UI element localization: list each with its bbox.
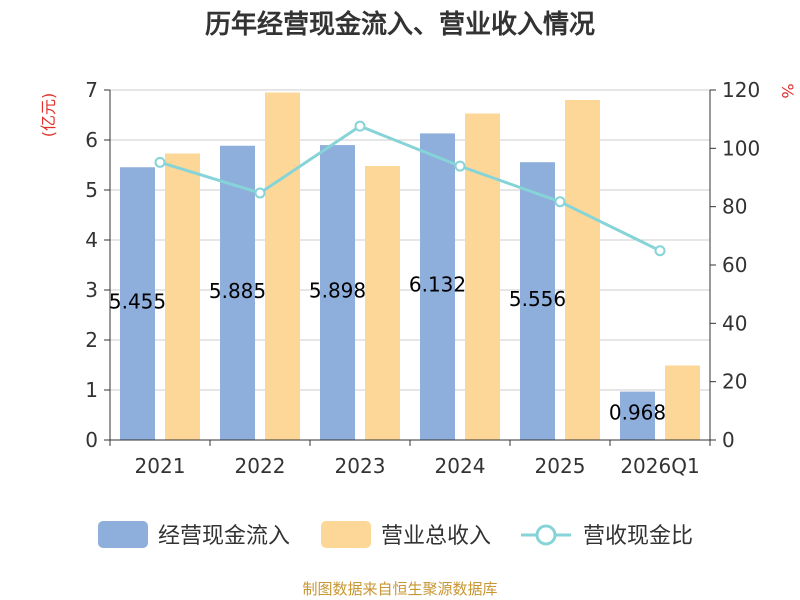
legend-label-cash-inflow: 经营现金流入 bbox=[158, 524, 290, 549]
y-right-axis: 0 20 40 60 80 100 120 bbox=[709, 78, 760, 452]
data-labels: 5.455 5.885 5.898 6.132 5.556 0.968 bbox=[109, 273, 666, 425]
x-category-label: 2026Q1 bbox=[620, 454, 699, 478]
bar-cash-inflow bbox=[320, 145, 355, 440]
y-left-axis: 0 1 2 3 4 5 6 7 bbox=[85, 78, 111, 452]
y-right-tick-label: 0 bbox=[722, 428, 735, 452]
bar-cash-inflow bbox=[520, 162, 555, 440]
legend-marker-ratio bbox=[535, 524, 557, 546]
y-left-tick-label: 2 bbox=[85, 328, 98, 352]
bar-cash-inflow bbox=[420, 133, 455, 440]
y-left-tick-label: 0 bbox=[85, 428, 98, 452]
x-category-label: 2021 bbox=[135, 454, 186, 478]
x-category-label: 2023 bbox=[335, 454, 386, 478]
x-category-label: 2025 bbox=[535, 454, 586, 478]
legend-swatch-cash-inflow bbox=[98, 521, 148, 548]
bar-revenue bbox=[265, 92, 300, 440]
y-right-tick-label: 120 bbox=[722, 78, 760, 102]
y-right-unit-label: % bbox=[778, 83, 797, 98]
y-left-tick-label: 6 bbox=[85, 128, 98, 152]
chart-title: 历年经营现金流入、营业收入情况 bbox=[205, 9, 595, 40]
y-left-tick-label: 3 bbox=[85, 278, 98, 302]
ratio-point bbox=[154, 156, 166, 168]
y-left-tick-label: 4 bbox=[85, 228, 98, 252]
y-right-tick-label: 60 bbox=[722, 253, 747, 277]
data-label-cash-inflow: 0.968 bbox=[609, 401, 666, 425]
x-axis: 2021 2022 2023 2024 2025 2026Q1 bbox=[109, 439, 711, 478]
ratio-point bbox=[254, 187, 266, 199]
y-left-tick-label: 7 bbox=[85, 78, 98, 102]
x-category-label: 2024 bbox=[435, 454, 486, 478]
bar-revenue bbox=[565, 100, 600, 440]
y-left-unit-label: (亿元) bbox=[39, 93, 58, 138]
legend: 经营现金流入 营业总收入 营收现金比 bbox=[98, 521, 693, 549]
legend-item-revenue[interactable]: 营业总收入 bbox=[321, 521, 491, 549]
bars bbox=[120, 92, 700, 440]
legend-label-ratio: 营收现金比 bbox=[583, 524, 693, 549]
data-label-cash-inflow: 5.898 bbox=[309, 279, 366, 303]
data-label-cash-inflow: 5.556 bbox=[509, 287, 566, 311]
y-right-tick-label: 20 bbox=[722, 370, 747, 394]
ratio-point bbox=[454, 160, 466, 172]
ratio-point bbox=[654, 245, 666, 257]
bar-cash-inflow bbox=[620, 391, 655, 440]
x-category-label: 2022 bbox=[235, 454, 286, 478]
bar-cash-inflow bbox=[220, 145, 255, 440]
bar-revenue bbox=[665, 365, 700, 440]
bar-revenue bbox=[465, 113, 500, 440]
data-label-cash-inflow: 5.455 bbox=[109, 290, 166, 314]
y-right-tick-label: 80 bbox=[722, 195, 747, 219]
legend-item-cash-inflow[interactable]: 经营现金流入 bbox=[98, 521, 290, 549]
y-right-tick-label: 100 bbox=[722, 136, 760, 160]
ratio-point bbox=[554, 196, 566, 208]
ratio-line bbox=[154, 120, 666, 257]
y-left-tick-label: 5 bbox=[85, 178, 98, 202]
y-right-tick-label: 40 bbox=[722, 311, 747, 335]
data-label-cash-inflow: 5.885 bbox=[209, 279, 266, 303]
data-label-cash-inflow: 6.132 bbox=[409, 273, 466, 297]
source-note: 制图数据来自恒生聚源数据库 bbox=[302, 580, 497, 598]
ratio-point bbox=[354, 120, 366, 132]
bar-revenue bbox=[165, 153, 200, 440]
ratio-line-path bbox=[159, 124, 661, 253]
legend-swatch-revenue bbox=[321, 521, 371, 548]
grid bbox=[110, 89, 710, 391]
bar-cash-inflow bbox=[120, 167, 155, 440]
legend-item-ratio[interactable]: 营收现金比 bbox=[521, 524, 693, 549]
y-left-tick-label: 1 bbox=[85, 378, 98, 402]
bar-revenue bbox=[365, 166, 400, 440]
legend-label-revenue: 营业总收入 bbox=[381, 524, 491, 549]
